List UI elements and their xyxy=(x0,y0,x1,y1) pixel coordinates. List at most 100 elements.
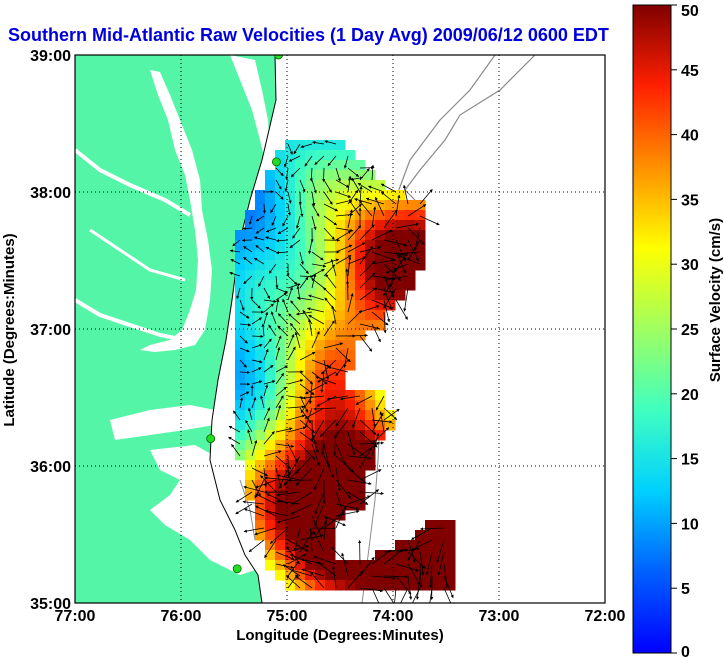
velocity-arrow xyxy=(425,551,433,576)
velocity-cell xyxy=(295,500,306,511)
velocity-arrow xyxy=(400,587,409,603)
velocity-cell xyxy=(295,540,306,551)
velocity-arrow xyxy=(371,587,380,603)
velocity-cell xyxy=(255,500,266,511)
velocity-arrow xyxy=(275,404,282,421)
velocity-arrow xyxy=(324,297,337,313)
velocity-cell xyxy=(265,510,276,521)
velocity-arrow xyxy=(335,167,341,182)
velocity-cell xyxy=(415,200,426,211)
velocity-cell xyxy=(315,400,326,411)
velocity-arrow xyxy=(275,372,285,385)
velocity-cell xyxy=(275,370,286,381)
velocity-cell xyxy=(295,430,306,441)
velocity-cell xyxy=(245,410,256,421)
velocity-cell xyxy=(295,260,306,271)
velocity-cell xyxy=(355,400,366,411)
velocity-cell xyxy=(375,260,386,271)
velocity-cell xyxy=(355,300,366,311)
velocity-cell xyxy=(335,320,346,331)
velocity-cell xyxy=(285,170,296,181)
velocity-cell xyxy=(315,580,326,591)
velocity-cell xyxy=(445,550,456,561)
velocity-cell xyxy=(355,560,366,571)
velocity-cell xyxy=(335,570,346,581)
velocity-arrow xyxy=(260,395,265,409)
velocity-arrow xyxy=(410,539,433,551)
velocity-arrow xyxy=(412,587,421,603)
velocity-cell xyxy=(385,190,396,201)
velocity-cell xyxy=(365,580,376,591)
velocity-cell xyxy=(305,230,316,241)
velocity-cell xyxy=(325,290,336,301)
velocity-arrow xyxy=(429,587,433,603)
velocity-cell xyxy=(265,260,276,271)
velocity-cell xyxy=(235,320,246,331)
velocity-arrow xyxy=(263,450,282,457)
velocity-cell xyxy=(265,350,276,361)
velocity-cell xyxy=(285,440,296,451)
velocity-arrow xyxy=(359,260,376,277)
velocity-cell xyxy=(355,280,366,291)
velocity-arrow xyxy=(255,215,265,222)
velocity-arrow xyxy=(263,431,275,445)
velocity-arrow xyxy=(335,179,350,188)
velocity-cell xyxy=(375,220,386,231)
velocity-arrow xyxy=(437,551,445,576)
velocity-arrow xyxy=(371,323,381,343)
velocity-cell xyxy=(405,210,416,221)
velocity-cell xyxy=(245,330,256,341)
velocity-cell xyxy=(375,300,386,311)
velocity-arrow xyxy=(275,335,282,349)
velocity-cell xyxy=(375,560,386,571)
velocity-cell xyxy=(265,270,276,281)
velocity-arrow xyxy=(275,251,289,255)
velocity-cell xyxy=(355,450,366,461)
velocity-arrow xyxy=(323,320,335,337)
velocity-cell xyxy=(235,390,246,401)
velocity-arrow xyxy=(243,527,265,533)
velocity-arrow xyxy=(287,191,292,204)
velocity-cell xyxy=(345,360,356,371)
velocity-cell xyxy=(315,460,326,471)
velocity-cell xyxy=(245,470,256,481)
velocity-cell xyxy=(355,170,366,181)
x-tick-label: 74:00 xyxy=(373,608,414,625)
velocity-cell xyxy=(275,450,286,461)
velocity-arrow xyxy=(351,177,361,193)
velocity-arrow xyxy=(299,534,324,541)
velocity-cell xyxy=(345,290,356,301)
velocity-cell xyxy=(255,350,266,361)
velocity-cell xyxy=(325,330,336,341)
velocity-arrow xyxy=(313,407,337,411)
velocity-cell xyxy=(265,450,276,461)
velocity-cell xyxy=(295,330,306,341)
velocity-cell xyxy=(375,290,386,301)
velocity-cell xyxy=(315,270,326,281)
velocity-arrow xyxy=(347,176,364,181)
velocity-cell xyxy=(385,550,396,561)
velocity-cell xyxy=(315,370,326,381)
velocity-cell xyxy=(255,200,266,211)
velocity-cell xyxy=(305,450,316,461)
river-rappahannock xyxy=(89,228,186,282)
velocity-cell xyxy=(275,550,286,561)
velocity-arrow xyxy=(299,371,313,385)
velocity-arrow xyxy=(268,324,277,337)
velocity-arrow xyxy=(287,286,293,301)
velocity-cell xyxy=(325,170,336,181)
velocity-arrow xyxy=(323,455,334,478)
velocity-arrow xyxy=(355,395,373,405)
radar-station-marker xyxy=(232,564,242,574)
velocity-cell xyxy=(295,470,306,481)
velocity-cell xyxy=(295,290,306,301)
velocity-cell xyxy=(315,230,326,241)
velocity-arrow xyxy=(262,203,267,214)
velocity-arrow xyxy=(263,348,269,361)
velocity-arrow xyxy=(239,323,252,327)
velocity-cell xyxy=(335,430,346,441)
velocity-cell xyxy=(345,310,356,321)
velocity-arrow xyxy=(290,300,301,313)
velocity-cell xyxy=(365,450,376,461)
